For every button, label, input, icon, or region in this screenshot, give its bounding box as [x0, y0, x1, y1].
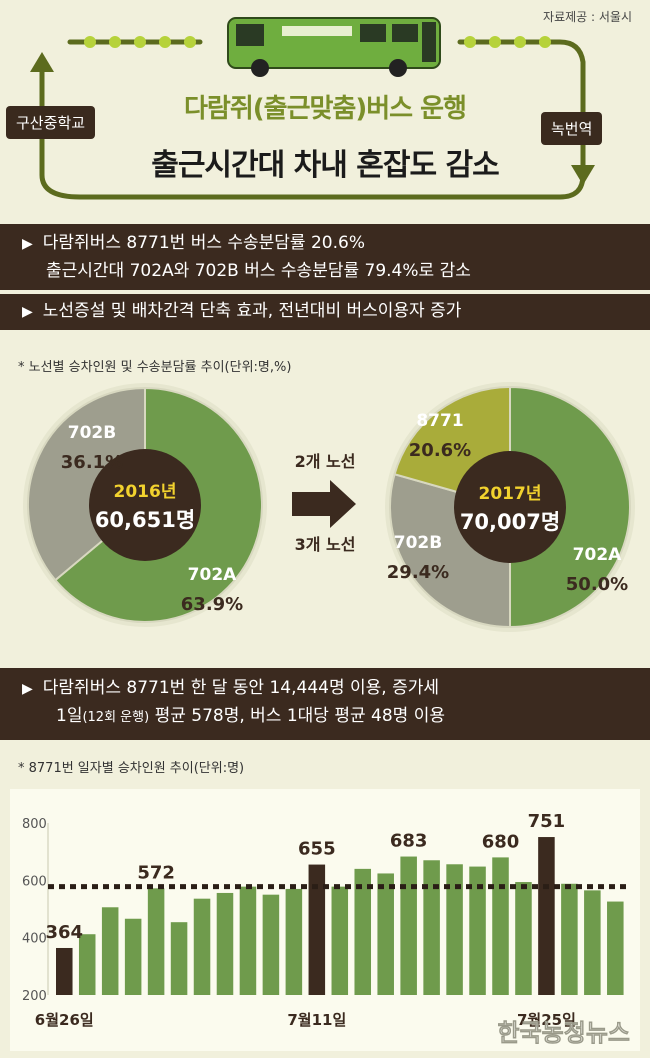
route-illustration [30, 17, 595, 200]
bar [170, 922, 188, 995]
bar [423, 860, 440, 995]
highlight-text: 출근시간대 702A와 702B 버스 수송분담률 79.4%로 감소 [46, 261, 471, 281]
bar [538, 837, 555, 995]
bar-value-label: 572 [137, 862, 175, 883]
watermark: 한국농정뉴스 [498, 1019, 630, 1047]
triangle-bullet-icon: ▶ [22, 304, 33, 320]
headline-title: 출근시간대 차내 혼잡도 감소 [151, 148, 500, 183]
transition-label-top: 2개 노선 [295, 452, 356, 471]
bus-icon [227, 17, 441, 77]
pie-slice-702b [27, 386, 146, 582]
bar [124, 918, 142, 995]
pie-center-year: 2016년 [114, 482, 177, 502]
pie-slice-value: 63.9% [181, 594, 243, 615]
bar [584, 890, 601, 995]
right-arrow-icon [292, 480, 356, 528]
bar [377, 873, 394, 995]
pie-center [89, 449, 201, 561]
pie-slice-702a [509, 385, 631, 629]
highlight-text: 1일 [56, 706, 83, 726]
highlight-text: 평균 578명, 버스 1대당 평균 48명 이용 [149, 706, 445, 726]
bar [193, 898, 211, 995]
stop-label-right: 녹번역 [541, 112, 603, 145]
pie-slice-value: 29.4% [387, 562, 449, 583]
y-tick-label: 200 [22, 989, 47, 1004]
bar [561, 883, 578, 995]
highlight-text: 다람쥐버스 8771번 버스 수송분담률 20.6% [42, 233, 365, 253]
arrow-down-icon [571, 165, 595, 185]
x-tick-label: 7월25일 [517, 1011, 576, 1029]
bar [492, 857, 509, 995]
highlight-band-1: ▶ 다람쥐버스 8771번 버스 수송분담률 20.6% 출근시간대 702A와 … [0, 224, 650, 290]
bar [400, 856, 417, 995]
y-tick-label: 800 [22, 817, 47, 832]
y-tick-label: 600 [22, 874, 47, 889]
bar [262, 894, 280, 995]
bar [78, 934, 96, 995]
pie-slice-value: 20.6% [409, 440, 471, 461]
pie-slice-label: 702A [573, 545, 622, 565]
bar [147, 888, 165, 995]
pie-center-total: 70,007명 [460, 510, 560, 534]
bar [101, 907, 119, 995]
bar [56, 947, 73, 995]
pie-chart-note: * 노선별 승차인원 및 수송분담률 추이(단위:명,%) [18, 360, 292, 375]
transition-label-bottom: 3개 노선 [295, 535, 356, 554]
bar-value-label: 655 [298, 839, 336, 860]
stop-label-left: 구산중학교 [6, 106, 96, 139]
bar [308, 864, 326, 995]
bar-value-label: 680 [482, 831, 520, 852]
x-tick-label: 7월11일 [287, 1011, 346, 1029]
pie-slice-value: 36.1% [61, 452, 123, 473]
highlight-band-3: ▶ 다람쥐버스 8771번 한 달 동안 14,444명 이용, 증가세 1일(1… [0, 668, 650, 740]
bar [607, 901, 624, 995]
arrow-up-icon [30, 52, 54, 72]
bar [446, 864, 463, 995]
triangle-bullet-icon: ▶ [22, 681, 33, 697]
y-tick-label: 400 [22, 932, 47, 947]
bar [515, 882, 532, 995]
pie-slice-label: 702B [394, 533, 442, 553]
bar-value-label: 683 [390, 831, 428, 852]
bar [354, 868, 372, 995]
pie-slice-label: 702A [188, 565, 237, 585]
bar-value-label: 751 [528, 811, 566, 832]
highlight-band-2: ▶ 노선증설 및 배차간격 단축 효과, 전년대비 버스이용자 증가 [0, 294, 650, 330]
pie-center-year: 2017년 [479, 484, 542, 504]
highlight-text: 다람쥐버스 8771번 한 달 동안 14,444명 이용, 증가세 [42, 678, 439, 698]
x-tick-label: 6월26일 [35, 1011, 94, 1029]
pie-slice-value: 50.0% [566, 574, 628, 595]
route-dots [84, 36, 551, 48]
bar [331, 886, 349, 995]
bar [285, 888, 303, 995]
pie-center-total: 60,651명 [95, 508, 195, 532]
pie-center [454, 451, 566, 563]
bar-chart-note: * 8771번 일자별 승차인원 추이(단위:명) [18, 761, 245, 776]
highlight-text: 노선증설 및 배차간격 단축 효과, 전년대비 버스이용자 증가 [42, 301, 462, 321]
bar [239, 886, 257, 995]
bar [469, 866, 486, 995]
bar [216, 892, 234, 995]
bar-chart: 800 600 400 200 364 572 655 683 680 751 6월26일 7월11일… [10, 789, 640, 1051]
pie-slice-label: 702B [68, 423, 116, 443]
highlight-text-small: (12회 운행) [82, 710, 150, 725]
bar-value-label: 364 [45, 922, 83, 943]
source-credit: 자료제공 : 서울시 [543, 10, 632, 24]
pie-charts: 2016년 60,651명 702A 63.9% 702B 36.1% 2017년 70,00… [23, 382, 635, 632]
pie-slice-label: 8771 [416, 411, 463, 431]
triangle-bullet-icon: ▶ [22, 236, 33, 252]
headline-subtitle: 다람쥐(출근맞춤)버스 운행 [184, 94, 467, 124]
